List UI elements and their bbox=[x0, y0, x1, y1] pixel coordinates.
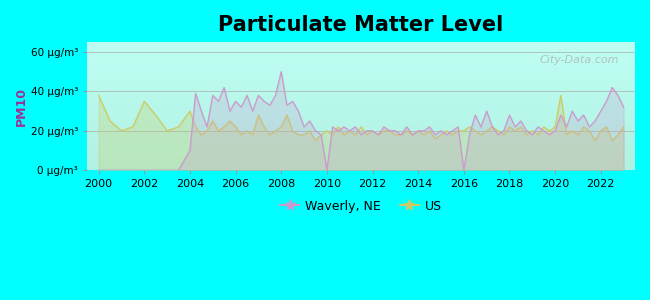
Text: City-Data.com: City-Data.com bbox=[539, 55, 619, 65]
Y-axis label: PM10: PM10 bbox=[15, 87, 28, 126]
Legend: Waverly, NE, US: Waverly, NE, US bbox=[276, 195, 447, 218]
Title: Particulate Matter Level: Particulate Matter Level bbox=[218, 15, 504, 35]
